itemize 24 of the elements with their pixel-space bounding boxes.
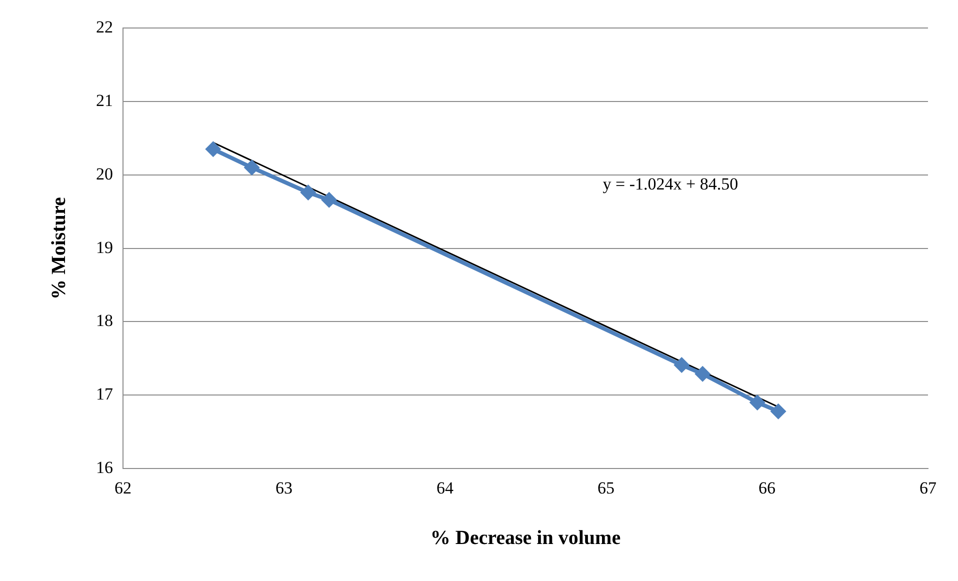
y-tick-label: 16	[96, 458, 113, 478]
x-tick-label: 65	[598, 478, 614, 498]
x-axis-title: % Decrease in volume	[430, 527, 621, 550]
point	[300, 184, 316, 200]
y-tick-label: 22	[96, 17, 113, 36]
point	[749, 394, 766, 411]
x-tick-label: 62	[114, 478, 132, 498]
point	[244, 160, 260, 176]
point	[205, 141, 222, 158]
y-tick-label: 19	[96, 238, 113, 257]
annotation: y = -1.024x + 84.50	[602, 174, 738, 194]
y-axis-title: % Moisture	[48, 196, 70, 300]
x-tick-label: 67	[920, 478, 937, 498]
point	[674, 357, 690, 374]
x-tick-label: 63	[276, 478, 292, 498]
point	[770, 403, 786, 420]
point	[321, 192, 338, 208]
x-tick-label: 66	[758, 478, 776, 498]
x-tick-label: 64	[436, 478, 454, 498]
y-tick-label: 20	[96, 164, 113, 184]
y-tick-label: 17	[96, 384, 114, 404]
y-tick-label: 21	[96, 90, 113, 110]
y-tick-label: 18	[96, 311, 113, 330]
point	[694, 366, 711, 382]
